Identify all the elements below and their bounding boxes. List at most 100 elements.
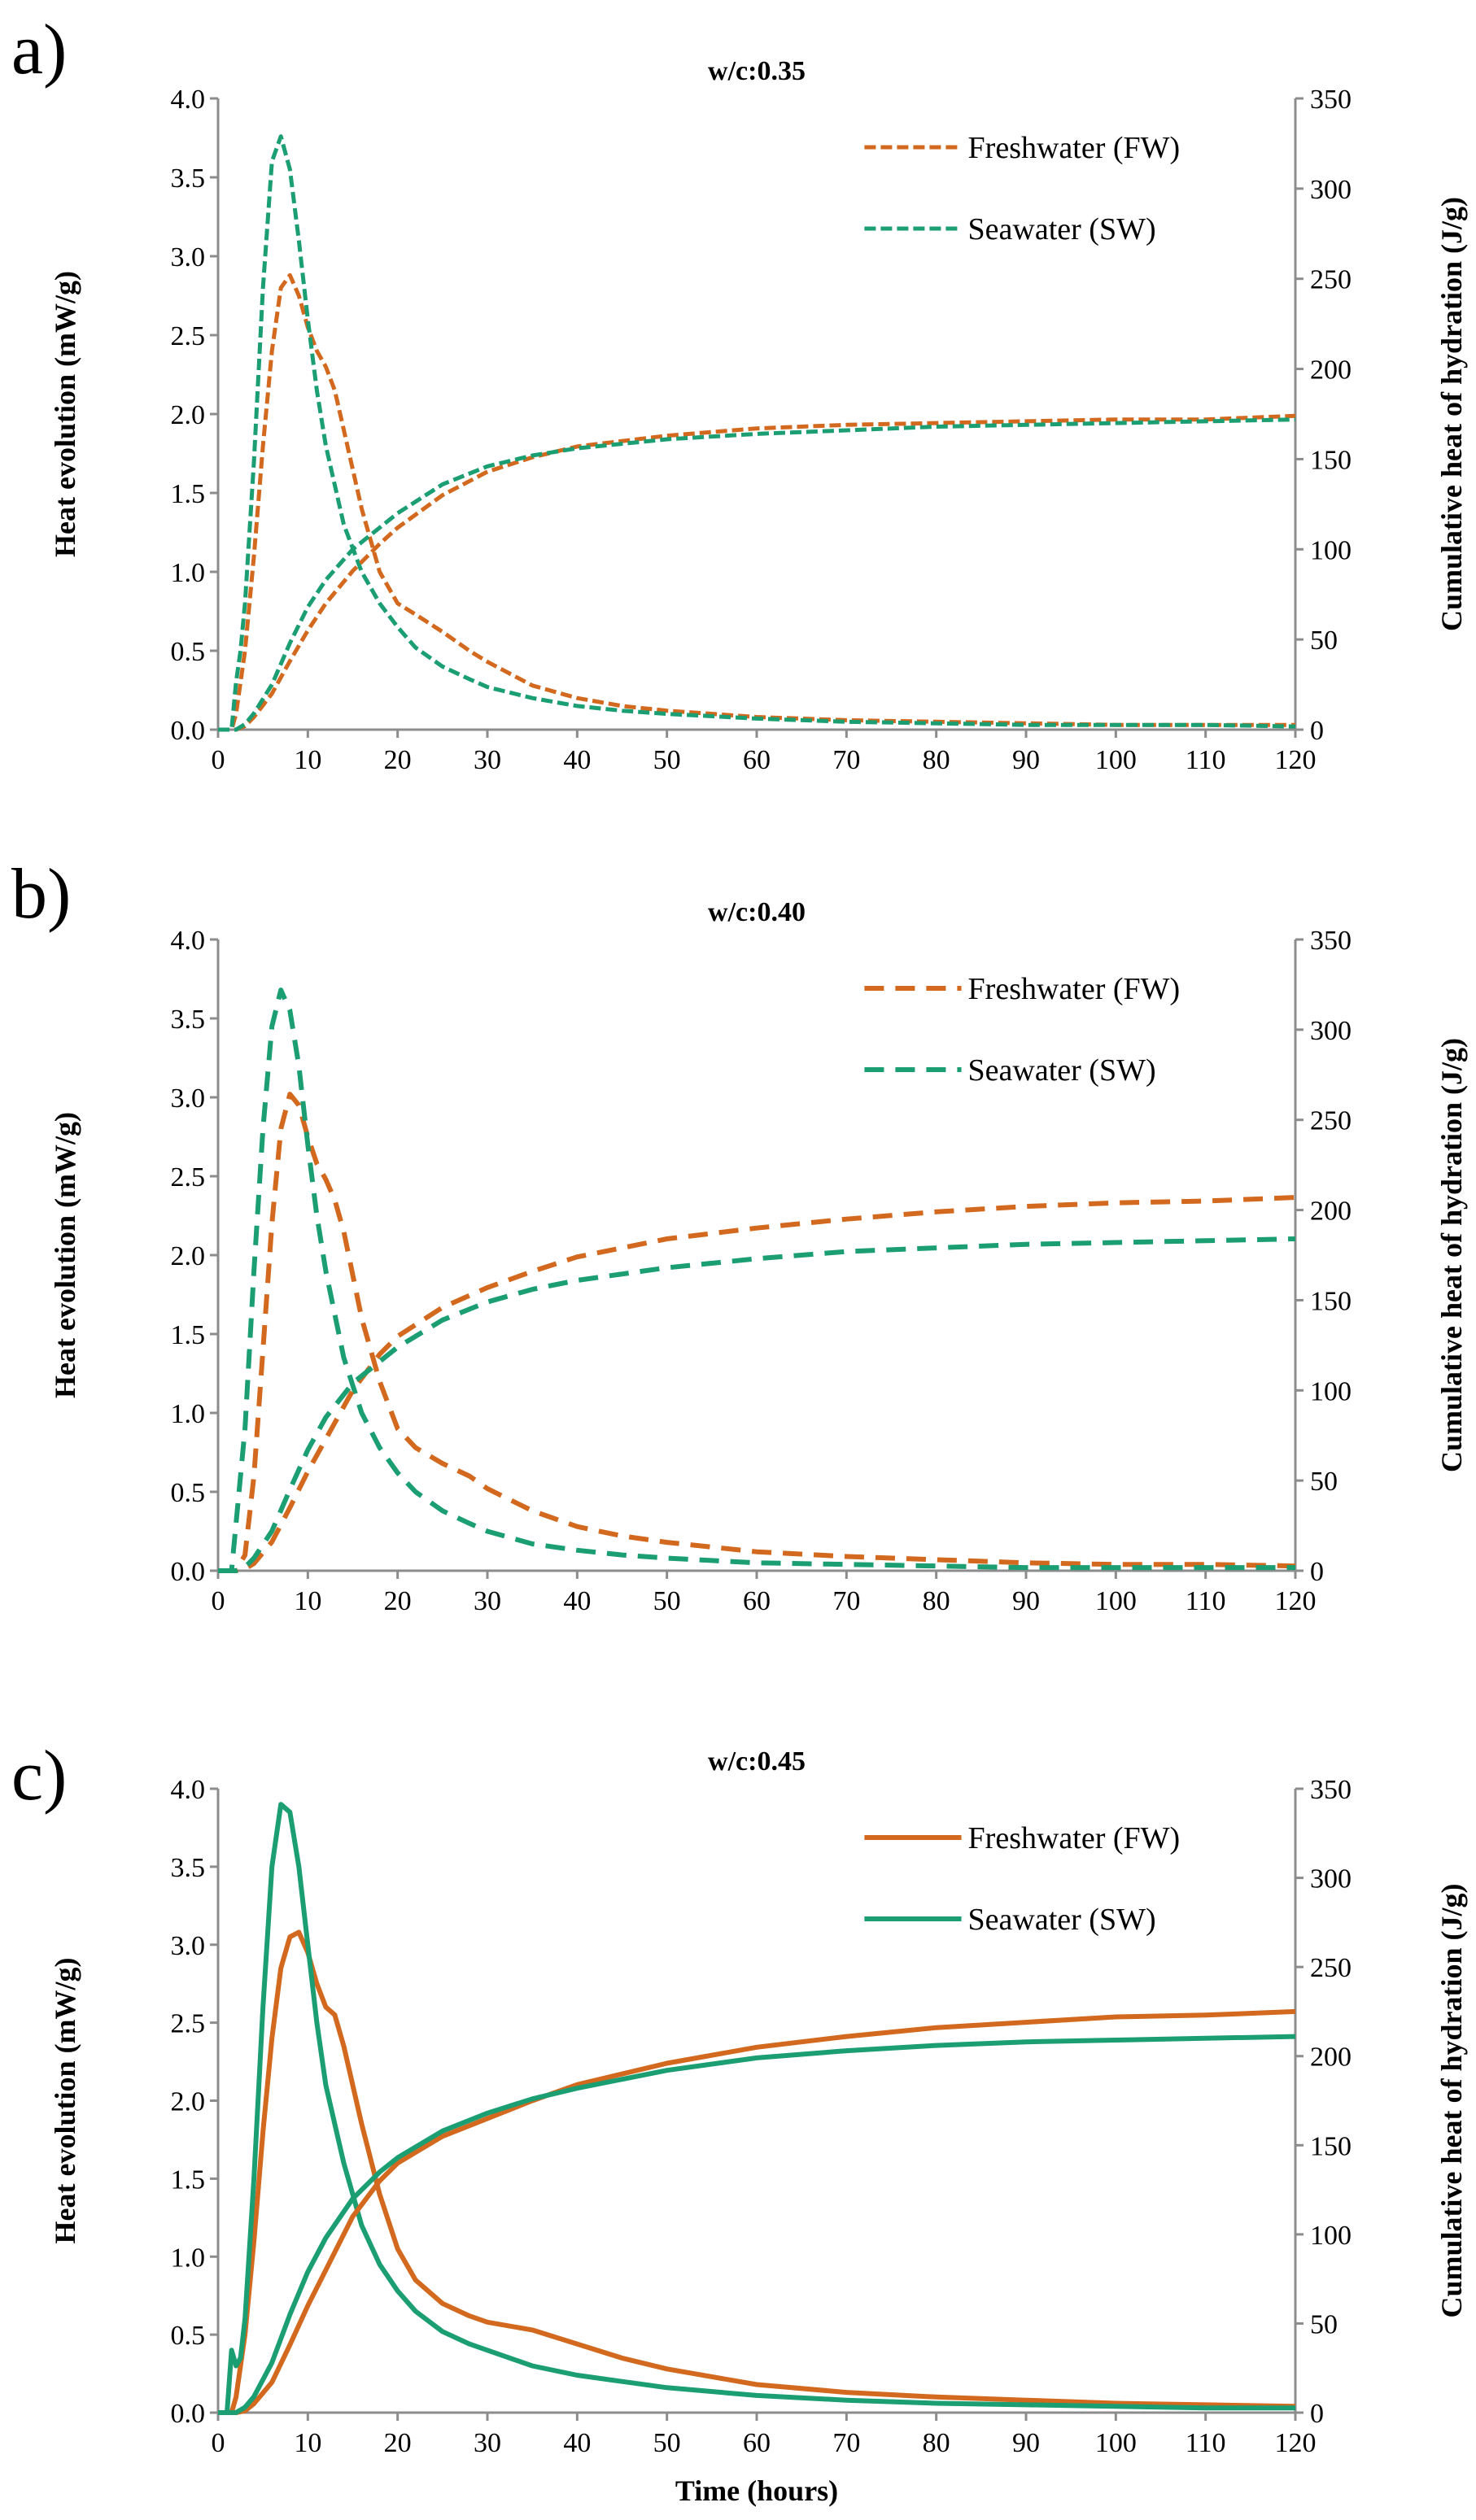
x-tick-label: 110 xyxy=(1186,1586,1226,1616)
y2-tick-label: 150 xyxy=(1310,1286,1352,1316)
legend-label-sw: Seawater (SW) xyxy=(968,1903,1156,1937)
y-tick-label: 1.0 xyxy=(171,1399,206,1429)
panel-label: a) xyxy=(11,11,67,89)
y-tick-label: 3.0 xyxy=(171,242,206,272)
x-tick-label: 110 xyxy=(1186,745,1226,775)
y2-tick-label: 350 xyxy=(1310,1775,1352,1805)
y2-axis-title: Cumulative heat of hydration (J/g) xyxy=(1435,1038,1468,1472)
x-tick-label: 100 xyxy=(1095,745,1137,775)
x-tick-label: 10 xyxy=(294,745,321,775)
x-tick-label: 40 xyxy=(563,745,591,775)
chart-title: w/c:0.40 xyxy=(708,897,806,927)
x-tick-label: 80 xyxy=(923,745,950,775)
x-tick-label: 30 xyxy=(474,745,501,775)
y2-tick-label: 50 xyxy=(1310,1467,1338,1497)
y2-tick-label: 350 xyxy=(1310,926,1352,956)
x-tick-label: 0 xyxy=(212,745,225,775)
y-tick-label: 1.0 xyxy=(171,558,206,588)
legend-label-fw: Freshwater (FW) xyxy=(968,972,1181,1006)
y-tick-label: 4.0 xyxy=(171,1775,206,1805)
x-tick-label: 30 xyxy=(474,2428,501,2458)
x-tick-label: 120 xyxy=(1275,2428,1317,2458)
y2-tick-label: 100 xyxy=(1310,1376,1352,1406)
y-axis-title: Heat evolution (mW/g) xyxy=(49,271,81,557)
x-tick-label: 40 xyxy=(563,2428,591,2458)
fw-heat-line xyxy=(218,1092,1296,1573)
x-tick-label: 50 xyxy=(653,745,681,775)
sw-cumulative-line xyxy=(218,2034,1296,2415)
legend-label-fw: Freshwater (FW) xyxy=(968,131,1181,165)
y2-axis-title: Cumulative heat of hydration (J/g) xyxy=(1435,1884,1468,2318)
y-tick-label: 2.5 xyxy=(171,321,206,351)
x-tick-label: 40 xyxy=(563,1586,591,1616)
y-tick-label: 3.5 xyxy=(171,1005,206,1035)
y2-tick-label: 200 xyxy=(1310,1197,1352,1227)
y-tick-label: 0.5 xyxy=(171,637,206,667)
x-tick-label: 10 xyxy=(294,1586,321,1616)
chart-title: w/c:0.35 xyxy=(708,56,806,86)
y-tick-label: 3.5 xyxy=(171,1853,206,1883)
y2-tick-label: 0 xyxy=(1310,2399,1324,2429)
x-tick-label: 100 xyxy=(1095,1586,1137,1616)
sw-heat-line xyxy=(218,134,1296,732)
x-tick-label: 90 xyxy=(1012,1586,1040,1616)
panel-a: a) w/c:0.35 0 10 20 30 40 50 60 70 80 90 100 110 120 0.… xyxy=(11,11,1468,775)
y-tick-label: 0.0 xyxy=(171,2399,206,2429)
x-tick-label: 90 xyxy=(1012,745,1040,775)
y-tick-label: 4.0 xyxy=(171,926,206,956)
panel-label: c) xyxy=(11,1737,67,1816)
y2-tick-label: 50 xyxy=(1310,2309,1338,2339)
legend-label-sw: Seawater (SW) xyxy=(968,212,1156,246)
y-tick-label: 1.5 xyxy=(171,2165,206,2195)
x-tick-label: 90 xyxy=(1012,2428,1040,2458)
x-tick-label: 0 xyxy=(212,1586,225,1616)
y-tick-label: 1.5 xyxy=(171,479,206,509)
y2-tick-label: 350 xyxy=(1310,85,1352,115)
y2-tick-label: 0 xyxy=(1310,1557,1324,1587)
sw-heat-line xyxy=(218,1802,1295,2415)
panel-b: b) w/c:0.40 0 10 20 30 40 50 60 70 80 90 100 110 120 0.… xyxy=(11,855,1468,1616)
x-tick-label: 20 xyxy=(384,1586,412,1616)
y2-tick-label: 50 xyxy=(1310,626,1338,656)
x-tick-label: 70 xyxy=(832,2428,860,2458)
y2-tick-label: 250 xyxy=(1310,1106,1352,1136)
y2-tick-label: 200 xyxy=(1310,355,1352,386)
x-tick-label: 0 xyxy=(212,2428,225,2458)
y-axis-title: Heat evolution (mW/g) xyxy=(49,1112,81,1398)
panel-c: c) w/c:0.45 0 10 20 30 40 50 60 70 80 90 100 110 120 0.… xyxy=(11,1737,1468,2507)
x-tick-label: 70 xyxy=(832,745,860,775)
y2-axis-title: Cumulative heat of hydration (J/g) xyxy=(1435,197,1468,631)
y-tick-label: 0.0 xyxy=(171,716,206,746)
x-tick-label: 10 xyxy=(294,2428,321,2458)
y-tick-label: 2.5 xyxy=(171,1162,206,1192)
legend-label-sw: Seawater (SW) xyxy=(968,1053,1156,1088)
y2-tick-label: 150 xyxy=(1310,2131,1352,2161)
y-tick-label: 1.5 xyxy=(171,1320,206,1350)
y-tick-label: 1.0 xyxy=(171,2243,206,2273)
x-tick-label: 20 xyxy=(384,2428,412,2458)
y2-tick-label: 0 xyxy=(1310,716,1324,746)
x-tick-label: 120 xyxy=(1275,745,1317,775)
y2-tick-label: 250 xyxy=(1310,265,1352,295)
x-tick-label: 120 xyxy=(1275,1586,1317,1616)
y-tick-label: 3.0 xyxy=(171,1931,206,1961)
y-tick-label: 0.5 xyxy=(171,2321,206,2351)
legend-label-fw: Freshwater (FW) xyxy=(968,1821,1181,1855)
y2-tick-label: 300 xyxy=(1310,1864,1352,1894)
y2-tick-label: 250 xyxy=(1310,1953,1352,1983)
fw-heat-line xyxy=(218,272,1295,732)
x-tick-label: 100 xyxy=(1095,2428,1137,2458)
x-tick-label: 20 xyxy=(384,745,412,775)
y-tick-label: 3.0 xyxy=(171,1083,206,1114)
chart-title: w/c:0.45 xyxy=(708,1746,806,1777)
y-tick-label: 4.0 xyxy=(171,85,206,115)
y2-tick-label: 200 xyxy=(1310,2043,1352,2073)
x-tick-label: 60 xyxy=(743,2428,771,2458)
y-axis-title: Heat evolution (mW/g) xyxy=(49,1958,81,2244)
x-tick-label: 70 xyxy=(832,1586,860,1616)
x-tick-label: 110 xyxy=(1186,2428,1226,2458)
x-tick-label: 60 xyxy=(743,1586,771,1616)
y-tick-label: 2.0 xyxy=(171,2087,206,2117)
x-tick-label: 80 xyxy=(923,2428,950,2458)
